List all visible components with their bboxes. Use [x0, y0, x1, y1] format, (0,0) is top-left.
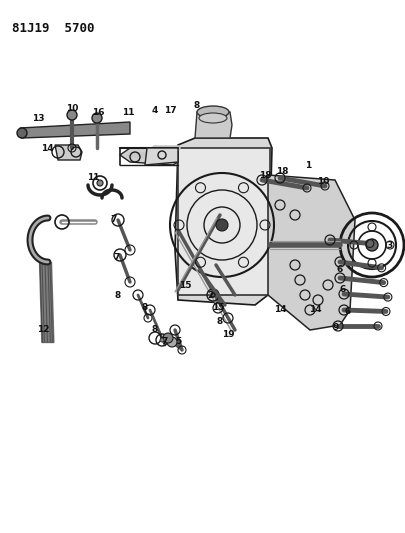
Text: 14: 14	[308, 305, 320, 314]
Ellipse shape	[196, 106, 228, 118]
Circle shape	[211, 293, 215, 297]
Text: 1: 1	[304, 160, 310, 169]
Text: 2: 2	[207, 290, 213, 300]
Text: 8: 8	[151, 326, 158, 335]
Circle shape	[215, 219, 228, 231]
Circle shape	[67, 110, 77, 120]
Text: 7: 7	[162, 337, 168, 346]
Polygon shape	[20, 122, 130, 138]
Circle shape	[365, 239, 377, 251]
Circle shape	[166, 337, 177, 347]
Text: 14: 14	[40, 143, 53, 152]
Text: 8: 8	[141, 303, 148, 312]
Text: 7: 7	[111, 215, 117, 224]
Text: 8: 8	[194, 101, 200, 109]
Polygon shape	[194, 112, 231, 138]
Text: 6: 6	[339, 286, 345, 295]
Text: 15: 15	[178, 280, 191, 289]
Text: 8: 8	[115, 290, 121, 300]
Text: 81J19  5700: 81J19 5700	[12, 22, 94, 35]
Text: 11: 11	[122, 108, 134, 117]
Text: 4: 4	[151, 106, 158, 115]
Text: 10: 10	[316, 177, 328, 187]
Text: 17: 17	[163, 106, 176, 115]
Text: 14: 14	[273, 305, 286, 314]
Text: 18: 18	[258, 171, 271, 180]
Text: 8: 8	[216, 318, 223, 327]
Polygon shape	[175, 138, 271, 305]
Polygon shape	[267, 175, 354, 330]
Circle shape	[162, 333, 173, 343]
Circle shape	[160, 338, 164, 342]
Ellipse shape	[198, 113, 226, 123]
Text: 12: 12	[37, 326, 49, 335]
Text: 7: 7	[113, 254, 120, 262]
Circle shape	[92, 113, 102, 123]
Text: 18: 18	[275, 167, 288, 176]
Polygon shape	[55, 145, 82, 160]
Polygon shape	[120, 148, 177, 165]
Circle shape	[97, 180, 103, 186]
Text: 19: 19	[221, 330, 234, 340]
Circle shape	[17, 128, 27, 138]
Polygon shape	[145, 148, 177, 165]
Text: 9: 9	[332, 324, 338, 333]
Text: 3: 3	[386, 240, 392, 249]
Text: 13: 13	[32, 114, 44, 123]
Text: 10: 10	[66, 103, 78, 112]
Text: 16: 16	[92, 108, 104, 117]
Polygon shape	[177, 148, 269, 295]
Text: 15: 15	[211, 303, 224, 312]
Text: 6: 6	[344, 308, 350, 317]
Text: 11: 11	[87, 174, 99, 182]
Text: 5: 5	[175, 337, 181, 346]
Text: 6: 6	[336, 265, 342, 274]
